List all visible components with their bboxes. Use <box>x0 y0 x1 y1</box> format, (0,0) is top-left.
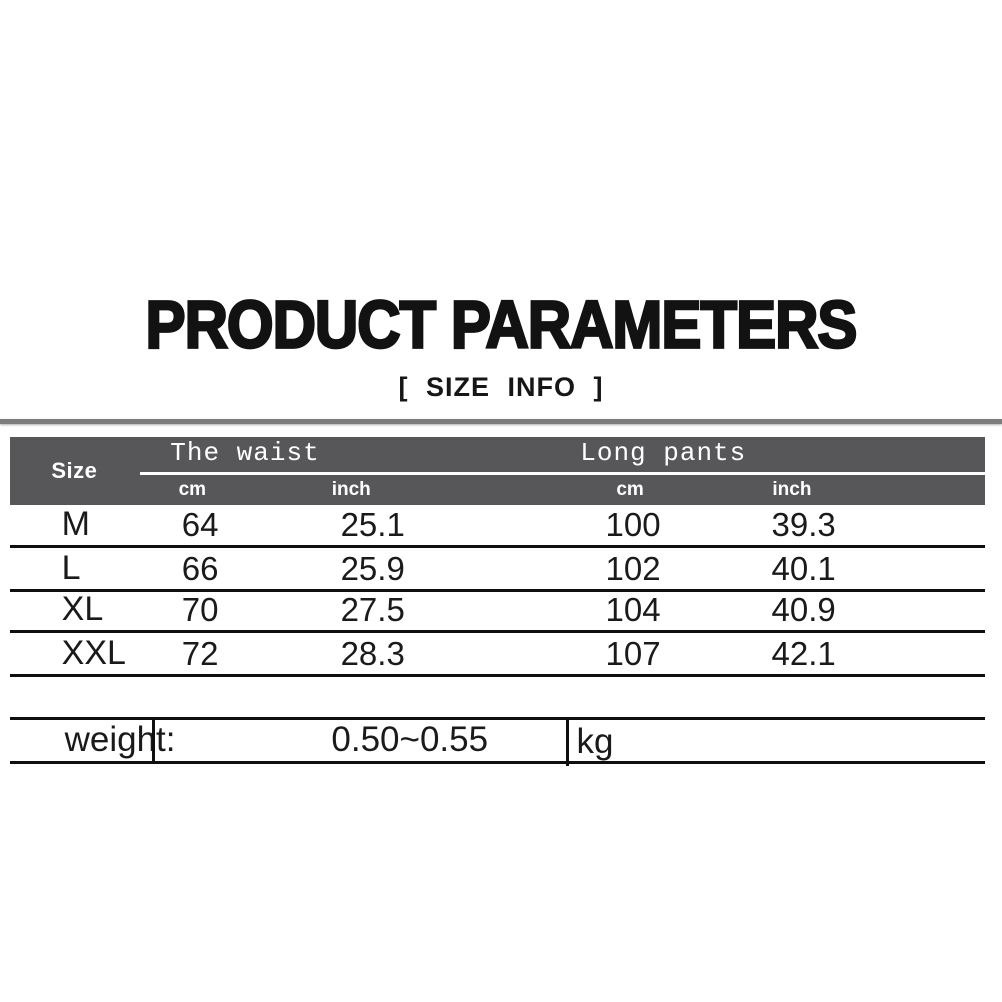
cell-waist-cm: 66 <box>181 550 219 587</box>
cell-pants-inch: 40.9 <box>771 591 836 628</box>
cell-pants-inch: 42.1 <box>771 635 836 672</box>
cell-size: XXL <box>61 634 126 672</box>
size-table: Size The waist Long pants cm inch cm inc… <box>10 437 985 766</box>
cell-waist-cm: 64 <box>181 506 219 543</box>
table-row: XXL 72 28.3 107 42.1 <box>10 633 985 677</box>
cell-waist-inch: 25.9 <box>340 550 405 587</box>
cell-pants-cm: 102 <box>605 550 661 587</box>
weight-cell-border <box>565 718 569 766</box>
cell-waist-inch: 25.1 <box>340 506 405 543</box>
cell-pants-cm: 104 <box>605 591 661 628</box>
cell-waist-inch: 27.5 <box>340 591 405 628</box>
cell-waist-cm: 70 <box>181 591 219 628</box>
cell-size: M <box>61 505 90 543</box>
column-group-waist: The waist <box>170 438 320 468</box>
cell-pants-inch: 39.3 <box>771 506 836 543</box>
cell-pants-cm: 107 <box>605 635 661 672</box>
page-subtitle: [ SIZE INFO ] <box>398 372 604 402</box>
size-table-header: Size The waist Long pants cm inch cm inc… <box>10 437 985 505</box>
weight-label: weight: <box>64 720 176 759</box>
weight-unit: kg <box>576 722 614 761</box>
subheader-pants-cm: cm <box>616 479 644 500</box>
top-divider-rule <box>0 419 1002 424</box>
cell-pants-inch: 40.1 <box>771 550 836 587</box>
subheader-waist-inch: inch <box>331 479 371 500</box>
cell-pants-cm: 100 <box>605 506 661 543</box>
table-row: M 64 25.1 100 39.3 <box>10 505 985 548</box>
header-divider-line <box>139 472 985 475</box>
cell-size: L <box>61 549 81 587</box>
weight-value: 0.50~0.55 <box>331 720 489 759</box>
table-row: L 66 25.9 102 40.1 <box>10 548 985 592</box>
cell-waist-cm: 72 <box>181 635 219 672</box>
table-spacer <box>10 677 985 717</box>
table-row: XL 70 27.5 104 40.9 <box>10 592 985 633</box>
weight-cell-border <box>151 720 155 761</box>
weight-row: weight: 0.50~0.55 kg <box>10 717 985 766</box>
subheader-pants-inch: inch <box>772 479 812 500</box>
column-group-pants: Long pants <box>580 438 747 468</box>
page-title: PRODUCT PARAMETERS <box>144 286 858 364</box>
subheader-waist-cm: cm <box>178 479 207 500</box>
cell-waist-inch: 28.3 <box>340 635 405 672</box>
cell-size: XL <box>61 590 104 628</box>
column-header-size: Size <box>51 458 98 483</box>
